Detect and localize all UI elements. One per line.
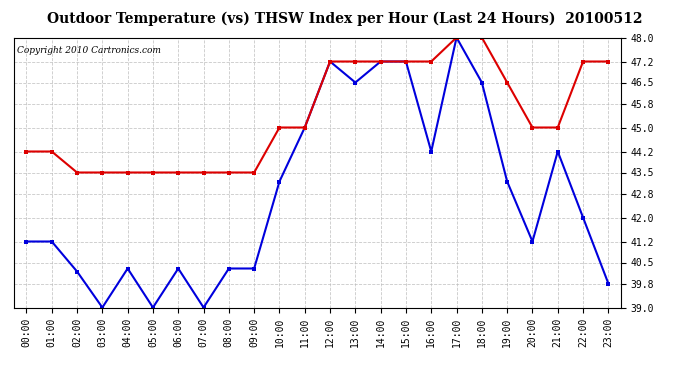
Text: Outdoor Temperature (vs) THSW Index per Hour (Last 24 Hours)  20100512: Outdoor Temperature (vs) THSW Index per …: [47, 11, 643, 26]
Text: Copyright 2010 Cartronics.com: Copyright 2010 Cartronics.com: [17, 46, 161, 55]
